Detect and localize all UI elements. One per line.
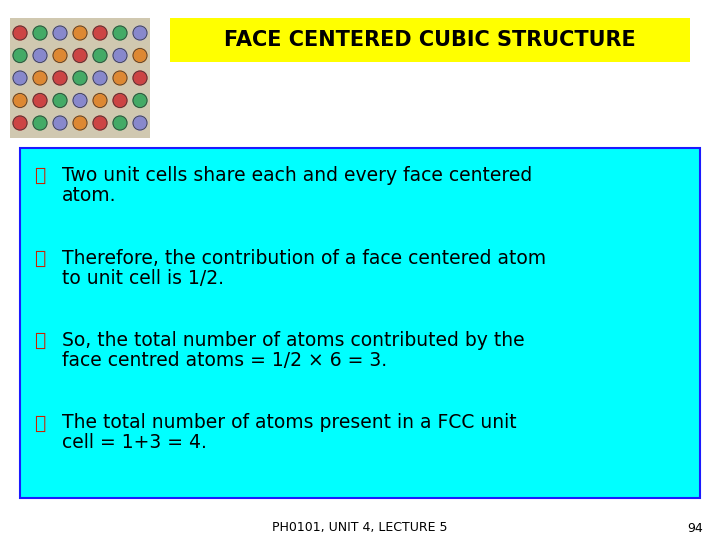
Circle shape	[53, 71, 67, 85]
Circle shape	[133, 93, 147, 107]
Text: FACE CENTERED CUBIC STRUCTURE: FACE CENTERED CUBIC STRUCTURE	[224, 30, 636, 50]
Circle shape	[33, 49, 47, 63]
Circle shape	[33, 26, 47, 40]
Text: 🌺: 🌺	[34, 166, 45, 185]
Text: PH0101, UNIT 4, LECTURE 5: PH0101, UNIT 4, LECTURE 5	[272, 522, 448, 535]
Text: Therefore, the contribution of a face centered atom: Therefore, the contribution of a face ce…	[62, 248, 546, 267]
Circle shape	[53, 26, 67, 40]
Circle shape	[53, 49, 67, 63]
Circle shape	[93, 49, 107, 63]
Circle shape	[133, 49, 147, 63]
Circle shape	[73, 116, 87, 130]
Circle shape	[113, 116, 127, 130]
Text: 94: 94	[687, 522, 703, 535]
Circle shape	[53, 116, 67, 130]
FancyBboxPatch shape	[20, 148, 700, 498]
Circle shape	[93, 116, 107, 130]
Text: atom.: atom.	[62, 186, 117, 205]
Text: 🌺: 🌺	[34, 414, 45, 433]
Circle shape	[113, 26, 127, 40]
Circle shape	[133, 116, 147, 130]
Circle shape	[113, 49, 127, 63]
Circle shape	[133, 71, 147, 85]
Circle shape	[113, 71, 127, 85]
Circle shape	[33, 116, 47, 130]
Circle shape	[13, 26, 27, 40]
Circle shape	[13, 116, 27, 130]
Circle shape	[33, 93, 47, 107]
Text: to unit cell is 1/2.: to unit cell is 1/2.	[62, 268, 224, 287]
Circle shape	[53, 93, 67, 107]
Text: cell = 1+3 = 4.: cell = 1+3 = 4.	[62, 434, 207, 453]
Text: The total number of atoms present in a FCC unit: The total number of atoms present in a F…	[62, 414, 517, 433]
Circle shape	[73, 26, 87, 40]
FancyBboxPatch shape	[10, 18, 150, 138]
Circle shape	[73, 49, 87, 63]
Circle shape	[133, 26, 147, 40]
Circle shape	[33, 71, 47, 85]
Circle shape	[13, 93, 27, 107]
FancyBboxPatch shape	[170, 18, 690, 62]
Circle shape	[93, 93, 107, 107]
Circle shape	[73, 71, 87, 85]
Text: face centred atoms = 1/2 × 6 = 3.: face centred atoms = 1/2 × 6 = 3.	[62, 351, 387, 370]
Circle shape	[73, 93, 87, 107]
Text: 🌺: 🌺	[34, 331, 45, 350]
Circle shape	[93, 71, 107, 85]
Text: Two unit cells share each and every face centered: Two unit cells share each and every face…	[62, 166, 532, 185]
Text: So, the total number of atoms contributed by the: So, the total number of atoms contribute…	[62, 331, 525, 350]
Text: 🌺: 🌺	[34, 248, 45, 267]
Circle shape	[13, 71, 27, 85]
FancyBboxPatch shape	[10, 18, 150, 138]
Circle shape	[113, 93, 127, 107]
Circle shape	[13, 49, 27, 63]
Circle shape	[93, 26, 107, 40]
